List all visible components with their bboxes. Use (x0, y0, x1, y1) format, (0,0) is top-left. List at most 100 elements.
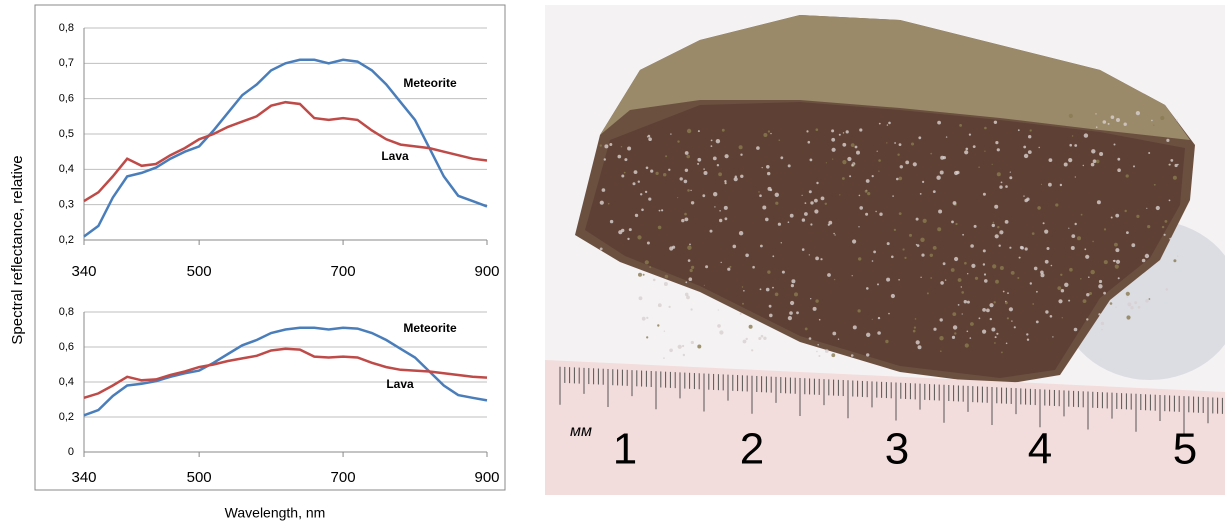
speckle (940, 281, 944, 285)
speckle (1131, 243, 1135, 247)
speckle (1026, 333, 1028, 335)
speckle (979, 317, 981, 319)
speckle (642, 317, 646, 321)
speckle (685, 281, 687, 283)
speckle (810, 201, 813, 204)
speckle (788, 316, 792, 320)
speckle (971, 264, 975, 268)
speckle (1036, 321, 1039, 324)
series-label: Lava (381, 149, 409, 163)
speckle (1115, 214, 1119, 218)
speckle (995, 280, 999, 284)
speckle (1093, 159, 1097, 163)
y-tick-label: 0,6 (59, 341, 74, 353)
speckle (629, 228, 632, 231)
speckle (865, 190, 868, 193)
ruler-label: 3 (885, 425, 909, 474)
x-tick-label: 340 (71, 263, 96, 280)
speckle (828, 224, 830, 226)
speckle (718, 309, 719, 310)
speckle (705, 265, 708, 268)
speckle (1177, 255, 1179, 257)
speckle (966, 148, 969, 151)
speckle (802, 218, 805, 221)
speckle (997, 172, 1001, 176)
speckle (899, 177, 903, 181)
speckle (920, 193, 922, 195)
speckle (1045, 310, 1048, 313)
speckle (1124, 123, 1127, 126)
speckle (1017, 277, 1019, 279)
speckle (819, 319, 821, 321)
speckle (768, 130, 770, 132)
speckle (969, 134, 971, 136)
speckle (688, 259, 691, 262)
speckle (788, 164, 791, 167)
speckle (639, 296, 643, 300)
y-tick-label: 0,8 (59, 306, 74, 318)
speckle (1099, 280, 1102, 283)
speckle (856, 151, 860, 155)
speckle (873, 251, 876, 254)
speckle (810, 298, 811, 299)
x-tick-label: 900 (474, 469, 499, 486)
speckle (1057, 286, 1061, 290)
speckle (765, 218, 769, 222)
x-tick-label: 340 (71, 469, 96, 486)
speckle (600, 248, 603, 251)
speckle (888, 313, 890, 315)
speckle (851, 164, 853, 166)
speckle (815, 299, 818, 302)
speckle (1043, 222, 1045, 224)
speckle (1097, 200, 1101, 204)
ruler-label: 2 (740, 425, 764, 474)
speckle (1126, 174, 1129, 177)
speckle (689, 277, 693, 281)
speckle (685, 151, 689, 155)
speckle (992, 224, 995, 227)
speckle (816, 128, 819, 131)
speckle (1047, 247, 1050, 250)
speckle (790, 301, 794, 305)
y-tick-label: 0,3 (59, 199, 74, 211)
speckle (600, 201, 604, 205)
speckle (1083, 299, 1087, 303)
speckle (835, 234, 836, 235)
speckle (967, 331, 969, 333)
speckle (962, 313, 963, 314)
speckle (713, 192, 717, 196)
speckle (740, 313, 742, 315)
speckle (994, 342, 996, 344)
speckle (758, 337, 761, 340)
speckle (1060, 184, 1062, 186)
speckle (933, 190, 936, 193)
speckle (767, 172, 770, 175)
speckle (664, 282, 668, 286)
speckle (647, 242, 650, 245)
speckle (1169, 238, 1171, 240)
speckle (1099, 152, 1103, 156)
speckle (687, 189, 690, 192)
speckle (1075, 176, 1076, 177)
speckle (855, 146, 858, 149)
speckle (852, 275, 853, 276)
speckle (1149, 298, 1151, 300)
ruler-label: 4 (1028, 425, 1052, 474)
speckle (897, 154, 899, 156)
speckle (641, 209, 644, 212)
speckle (646, 336, 648, 338)
speckle (704, 171, 708, 175)
speckle (975, 277, 978, 280)
speckle (806, 130, 808, 132)
speckle (691, 341, 694, 344)
speckle (794, 292, 798, 296)
speckle (816, 182, 818, 184)
speckle (1101, 329, 1103, 331)
speckle (933, 328, 936, 331)
speckle (1048, 183, 1052, 187)
speckle (1028, 150, 1032, 154)
speckle (1103, 292, 1106, 295)
speckle (866, 353, 869, 356)
speckle (989, 303, 993, 307)
speckle (1069, 268, 1073, 272)
